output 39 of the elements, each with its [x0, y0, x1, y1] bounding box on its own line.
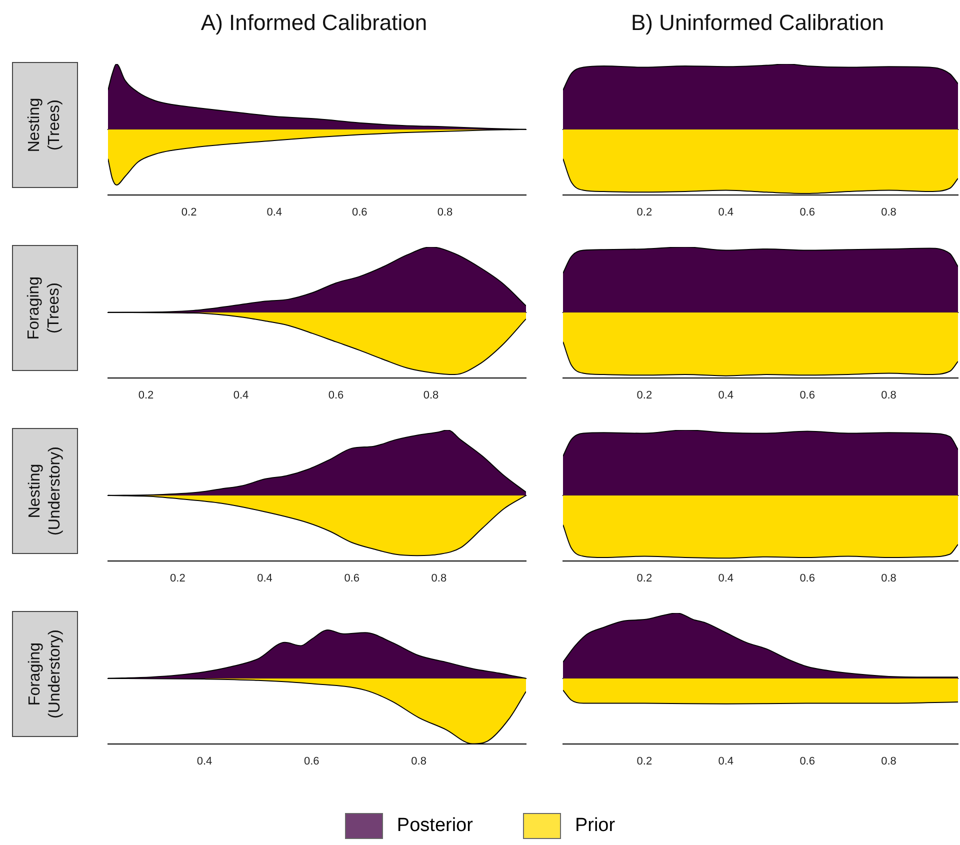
x-tick-label: 0.6	[352, 206, 368, 218]
x-tick-label: 0.6	[800, 206, 815, 218]
x-tick-label: 0.2	[181, 206, 197, 218]
x-tick-label: 0.6	[800, 572, 815, 584]
x-tick-label: 0.4	[718, 572, 734, 584]
x-tick-label: 0.2	[636, 572, 652, 584]
y-axis-title: Foraging (Trees)	[25, 276, 64, 340]
x-tick-label: 0.6	[344, 572, 360, 584]
x-tick-label: 0.2	[636, 389, 652, 402]
x-tick-label: 0.2	[170, 572, 186, 584]
chart-title: B) Uninformed Calibration	[630, 10, 886, 36]
x-tick-label: 0.4	[266, 206, 282, 218]
x-tick-label: 0.2	[636, 206, 652, 218]
x-tick-label: 0.4	[257, 572, 272, 584]
x-tick-label: 0.2	[138, 389, 154, 402]
y-axis-title: Foraging (Understory)	[25, 630, 64, 718]
x-tick-label: 0.4	[196, 755, 212, 768]
x-tick-label: 0.6	[800, 755, 815, 768]
y-axis-title: Nesting (Trees)	[25, 98, 64, 152]
x-tick-label: 0.4	[718, 755, 734, 768]
x-tick-label: 0.4	[718, 389, 734, 402]
x-tick-label: 0.8	[881, 755, 896, 768]
x-tick-label: 0.8	[881, 572, 896, 584]
x-tick-label: 0.8	[437, 206, 453, 218]
x-tick-label: 0.8	[881, 206, 896, 218]
x-tick-label: 0.6	[800, 389, 815, 402]
x-tick-label: 0.2	[636, 755, 652, 768]
x-tick-label: 0.4	[233, 389, 249, 402]
x-tick-label: 0.8	[881, 389, 896, 402]
chart-title: A) Informed Calibration	[200, 10, 428, 36]
x-tick-label: 0.6	[328, 389, 344, 402]
x-tick-label: 0.8	[411, 755, 426, 768]
x-tick-label: 0.6	[304, 755, 320, 768]
legend-label: Prior	[574, 815, 616, 837]
y-axis-title: Nesting (Understory)	[25, 446, 64, 536]
x-tick-label: 0.8	[431, 572, 447, 584]
x-tick-label: 0.8	[423, 389, 439, 402]
legend-label: Posterior	[396, 815, 473, 837]
x-tick-label: 0.4	[718, 206, 734, 218]
